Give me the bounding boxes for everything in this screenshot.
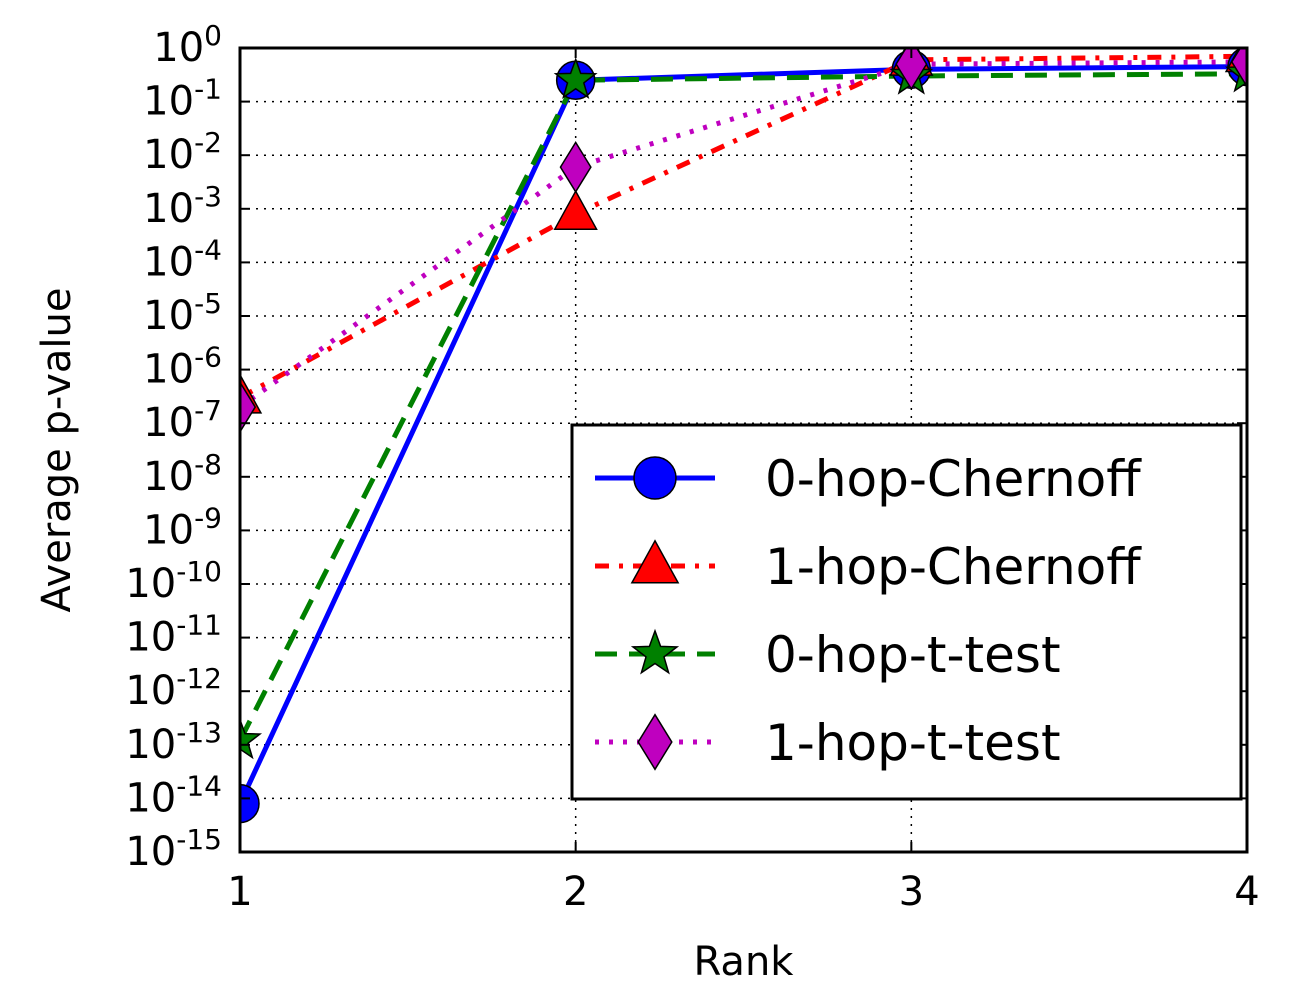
data-point-0-hop-t-test (240, 717, 263, 760)
series-line-0-hop-t-test (240, 71, 1247, 742)
legend-label: 1-hop-Chernoff (765, 538, 1142, 596)
legend-marker (630, 628, 680, 675)
legend-label: 0-hop-Chernoff (765, 450, 1142, 508)
plot-frame (238, 46, 1249, 854)
data-point-0-hop-Chernoff (240, 783, 260, 824)
y-tick-label: 10-5 (143, 287, 222, 339)
series-layer (240, 48, 1247, 824)
y-tick-label: 100 (153, 19, 222, 71)
y-tick-label: 10-2 (143, 126, 222, 178)
data-point-1-hop-t-test (240, 380, 257, 434)
data-point-1-hop-Chernoff (553, 189, 598, 230)
x-tick-label: 3 (899, 869, 924, 915)
y-tick-label: 10-8 (143, 448, 222, 500)
series-markers (240, 48, 1247, 824)
data-point-1-hop-t-test (895, 48, 928, 91)
y-tick-label: 10-14 (125, 769, 222, 821)
y-tick-label: 10-7 (143, 394, 222, 446)
legend-label: 1-hop-t-test (765, 714, 1061, 772)
legend-label: 0-hop-t-test (765, 626, 1061, 684)
x-tick-label: 2 (563, 869, 588, 915)
x-tick-label: 4 (1234, 869, 1259, 915)
data-point-1-hop-t-test (1230, 48, 1247, 89)
y-tick-label: 10-1 (143, 73, 222, 125)
y-tick-label: 10-9 (143, 501, 222, 553)
y-tick-label: 10-13 (125, 716, 222, 768)
legend-marker (637, 713, 673, 771)
y-tick-label: 10-10 (125, 555, 222, 607)
legend: 0-hop-Chernoff 1-hop-Chernoff 0-hop-t-test… (570, 423, 1243, 801)
x-axis-title: Rank (694, 939, 795, 985)
y-tick-label: 10-15 (125, 823, 222, 875)
y-axis-title: Average p-value (34, 288, 80, 613)
y-tick-label: 10-6 (143, 341, 222, 393)
y-tick-label: 10-11 (125, 609, 222, 661)
legend-marker (633, 456, 677, 500)
legend-marker (630, 539, 680, 584)
legend-box (570, 423, 1243, 801)
data-point-1-hop-t-test (559, 140, 592, 194)
series-lines (240, 53, 1247, 805)
tick-labels: 1 2 3 410-1510-1410-1310-1210-1110-1010-910… (125, 19, 1259, 915)
series-line-1-hop-Chernoff (240, 53, 1247, 400)
y-tick-label: 10-12 (125, 662, 222, 714)
data-point-0-hop-t-test (553, 57, 598, 100)
series-line-0-hop-Chernoff (240, 64, 1247, 805)
y-tick-label: 10-3 (143, 180, 222, 232)
x-tick-label: 1 (227, 869, 252, 915)
series-line-1-hop-t-test (240, 59, 1247, 410)
y-tick-label: 10-4 (143, 233, 222, 285)
